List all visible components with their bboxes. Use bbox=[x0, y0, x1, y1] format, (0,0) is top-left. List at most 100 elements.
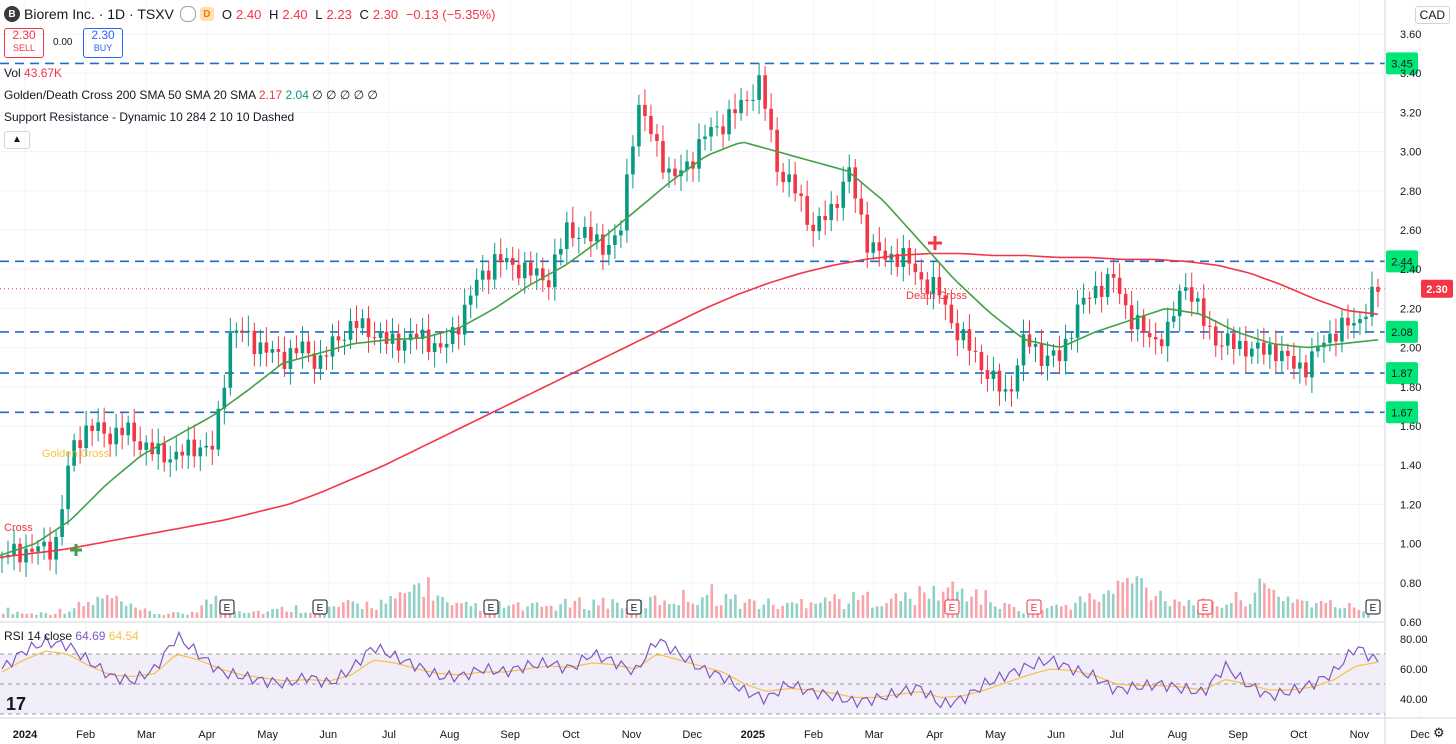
volume-bar bbox=[715, 605, 718, 618]
volume-bar bbox=[1107, 590, 1110, 618]
golden-cross-annotation: Golden Cross bbox=[42, 448, 110, 460]
volume-bar bbox=[1182, 605, 1186, 618]
volume-bar bbox=[781, 605, 784, 618]
sr-label-bg bbox=[1386, 320, 1418, 343]
volume-bar bbox=[809, 602, 813, 618]
sell-button[interactable]: 2.30 SELL bbox=[4, 28, 44, 58]
candle-body bbox=[498, 254, 503, 263]
time-tick-label: Feb bbox=[804, 729, 823, 741]
candle-body bbox=[216, 408, 221, 450]
volume-bar bbox=[242, 613, 246, 618]
candle-body bbox=[174, 451, 179, 460]
volume-bar bbox=[39, 612, 43, 618]
candle-body bbox=[1237, 340, 1242, 349]
volume-bar bbox=[1225, 604, 1228, 618]
volume-bar bbox=[842, 609, 846, 618]
candle-body bbox=[643, 104, 647, 117]
volume-bar bbox=[691, 603, 695, 618]
volume-bar bbox=[833, 594, 836, 618]
candle-body bbox=[1310, 351, 1314, 378]
volume-bar bbox=[266, 611, 270, 618]
candle-body bbox=[420, 329, 425, 339]
symbol-title[interactable]: Biorem Inc. · 1D · TSXV bbox=[24, 6, 174, 22]
candle-body bbox=[1093, 285, 1098, 299]
volume-bar bbox=[1215, 606, 1219, 618]
volume-bar bbox=[705, 594, 709, 618]
candle-body bbox=[438, 343, 443, 348]
volume-bar bbox=[205, 599, 208, 618]
support-resistance-legend[interactable]: Support Resistance - Dynamic 10 284 2 10… bbox=[4, 110, 294, 124]
candle-body bbox=[324, 355, 329, 357]
price-axis[interactable]: 3.60 3.40 3.20 3.00 2.80 2.60 2.40 2.20 2.00 1.80… bbox=[1384, 0, 1421, 744]
volume-bar bbox=[58, 608, 62, 618]
volume-bar bbox=[606, 608, 610, 618]
time-tick-label: Oct bbox=[562, 729, 579, 741]
gear-icon[interactable]: ⚙ bbox=[1433, 725, 1445, 740]
volume-bar bbox=[309, 612, 312, 618]
volume-bar bbox=[1088, 593, 1091, 618]
rsi-tick-label: 80.00 bbox=[1400, 634, 1428, 646]
volume-bar bbox=[701, 597, 704, 618]
candle-body bbox=[1081, 297, 1086, 305]
rsi-legend[interactable]: RSI 14 close 64.69 64.54 bbox=[4, 629, 139, 643]
candle-body bbox=[1334, 333, 1338, 342]
volume-bar bbox=[790, 602, 794, 618]
volume-bar bbox=[993, 606, 997, 618]
volume-bar bbox=[734, 594, 737, 618]
volume-bar bbox=[346, 599, 350, 618]
volume-bar bbox=[1003, 602, 1006, 618]
candle-body bbox=[246, 330, 251, 333]
volume-bar bbox=[738, 608, 742, 618]
gdc-value-50: 2.04 bbox=[285, 88, 309, 102]
candle-body bbox=[1183, 287, 1188, 291]
volume-bar bbox=[1041, 609, 1044, 618]
volume-bar bbox=[455, 602, 459, 618]
candle-body bbox=[883, 250, 888, 260]
time-tick-label: Aug bbox=[440, 729, 460, 741]
volume-bar bbox=[252, 611, 255, 618]
candle-body bbox=[54, 536, 58, 560]
volume-bar bbox=[889, 598, 893, 618]
volume-bar bbox=[422, 596, 425, 618]
candle-body bbox=[1256, 342, 1260, 349]
candle-body bbox=[1189, 287, 1194, 302]
volume-legend[interactable]: Vol 43.67K bbox=[4, 66, 62, 80]
earnings-marker-label: E bbox=[631, 603, 638, 614]
buy-button[interactable]: 2.30 BUY bbox=[83, 28, 123, 58]
tradingview-logo[interactable]: 17 bbox=[6, 694, 27, 714]
delayed-badge[interactable]: D bbox=[199, 7, 214, 21]
eye-icon[interactable] bbox=[179, 6, 196, 22]
time-axis[interactable]: 2024 Feb Mar Apr May Jun Jul Aug Sep Oct Nov Dec 202… bbox=[0, 717, 1456, 741]
volume-bar bbox=[616, 602, 619, 618]
candle-body bbox=[42, 541, 46, 547]
volume-bar bbox=[25, 613, 29, 618]
candle-body bbox=[1195, 298, 1200, 302]
candle-body bbox=[408, 333, 413, 341]
volume-bar bbox=[1168, 606, 1172, 618]
volume-bar bbox=[280, 606, 284, 618]
price-tick-label: 0.80 bbox=[1400, 578, 1421, 590]
candle-body bbox=[294, 348, 299, 354]
candle-body bbox=[492, 254, 497, 280]
candle-body bbox=[1153, 337, 1158, 340]
volume-bar bbox=[82, 606, 85, 618]
volume-bar bbox=[819, 602, 822, 618]
volume-bar bbox=[1059, 606, 1063, 618]
volume-bar bbox=[516, 602, 520, 618]
volume-bar bbox=[1178, 601, 1181, 618]
volume-bar bbox=[530, 603, 534, 618]
volume-bar bbox=[1281, 601, 1285, 618]
volume-bar bbox=[899, 601, 903, 618]
candle-body bbox=[625, 174, 629, 231]
candle-body bbox=[426, 329, 431, 352]
chevron-up-icon[interactable]: ▲ bbox=[4, 131, 30, 149]
earnings-marker-label: E bbox=[488, 603, 495, 614]
golden-death-cross-legend[interactable]: Golden/Death Cross 200 SMA 50 SMA 20 SMA… bbox=[4, 88, 378, 102]
currency-label[interactable]: CAD bbox=[1414, 6, 1450, 24]
open-label: O bbox=[221, 6, 233, 22]
candle-body bbox=[192, 439, 197, 457]
buy-price: 2.30 bbox=[91, 28, 115, 42]
candle-body bbox=[1274, 344, 1278, 362]
candle-body bbox=[1244, 340, 1248, 357]
